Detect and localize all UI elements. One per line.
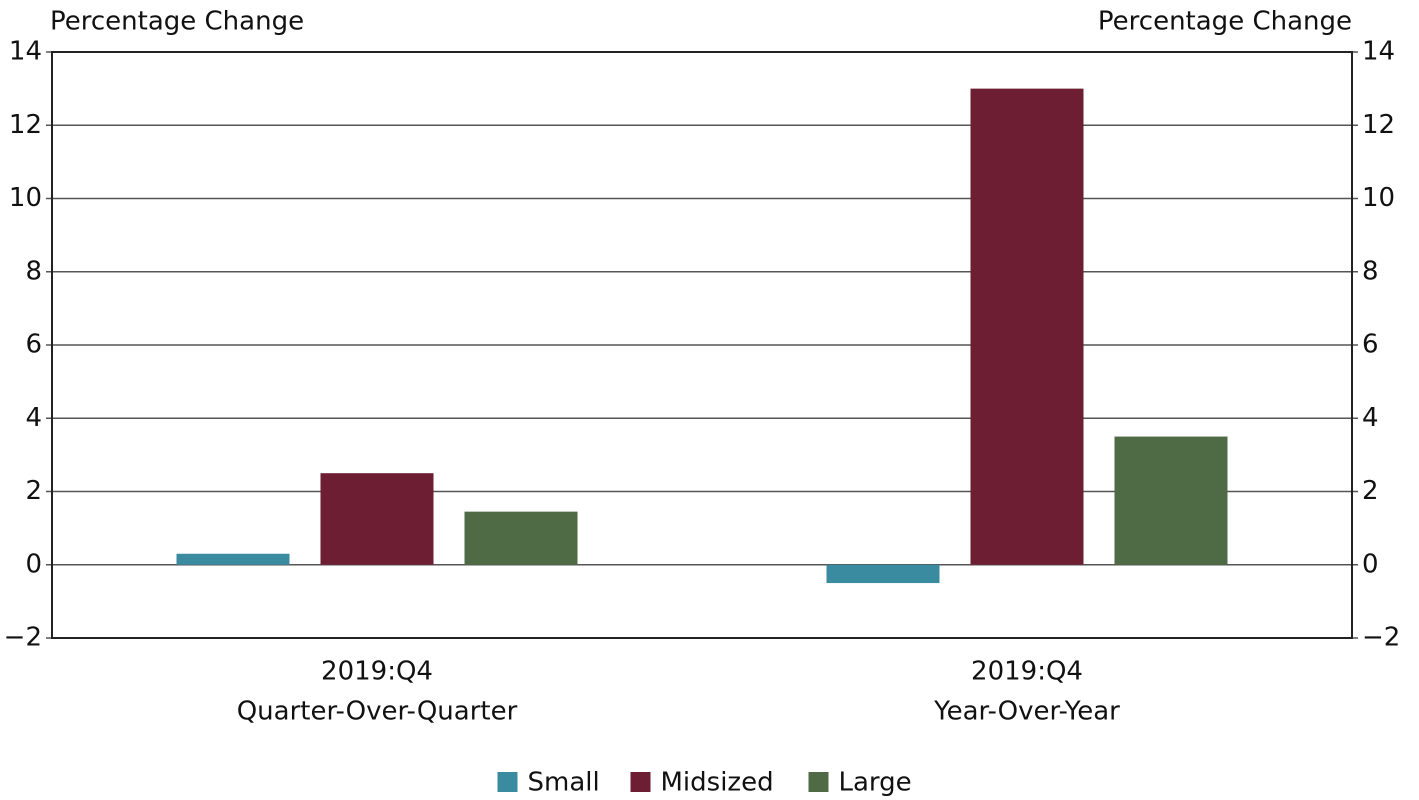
bar bbox=[464, 511, 578, 565]
y2-axis-label: Percentage Change bbox=[1098, 7, 1352, 37]
y-tick-label: 2 bbox=[25, 476, 42, 506]
legend-swatch bbox=[630, 772, 651, 792]
x-tick-label: 2019:Q4 bbox=[971, 657, 1083, 687]
y2-tick-label: 8 bbox=[1362, 256, 1379, 286]
y2-tick-label: 0 bbox=[1362, 549, 1379, 579]
y-tick-label: −2 bbox=[4, 623, 42, 653]
legend-label: Small bbox=[528, 768, 600, 798]
y-tick-label: 8 bbox=[25, 256, 42, 286]
y-axis-label: Percentage Change bbox=[50, 7, 304, 37]
bar bbox=[320, 473, 434, 565]
y2-tick-label: 4 bbox=[1362, 403, 1379, 433]
y2-tick-label: 14 bbox=[1362, 37, 1395, 67]
y-tick-label: 6 bbox=[25, 330, 42, 360]
bar bbox=[826, 564, 940, 584]
bar bbox=[176, 553, 290, 565]
legend-label: Large bbox=[839, 768, 912, 798]
y2-tick-label: −2 bbox=[1362, 623, 1400, 653]
y-tick-label: 4 bbox=[25, 403, 42, 433]
y-tick-label: 14 bbox=[9, 37, 42, 67]
x-tick-label: Year-Over-Year bbox=[933, 697, 1120, 727]
legend-label: Midsized bbox=[661, 768, 774, 798]
legend-swatch bbox=[808, 772, 829, 792]
y2-tick-label: 6 bbox=[1362, 330, 1379, 360]
bar bbox=[970, 88, 1084, 565]
y-tick-label: 0 bbox=[25, 549, 42, 579]
plot-frame bbox=[51, 51, 1353, 639]
legend-swatch bbox=[497, 772, 518, 792]
y-tick-label: 10 bbox=[9, 183, 42, 213]
y2-tick-label: 12 bbox=[1362, 110, 1395, 140]
y-tick-label: 12 bbox=[9, 110, 42, 140]
bar bbox=[1114, 436, 1228, 565]
y2-tick-label: 10 bbox=[1362, 183, 1395, 213]
x-tick-label: 2019:Q4 bbox=[321, 657, 433, 687]
x-tick-label: Quarter-Over-Quarter bbox=[237, 697, 518, 727]
y2-tick-label: 2 bbox=[1362, 476, 1379, 506]
